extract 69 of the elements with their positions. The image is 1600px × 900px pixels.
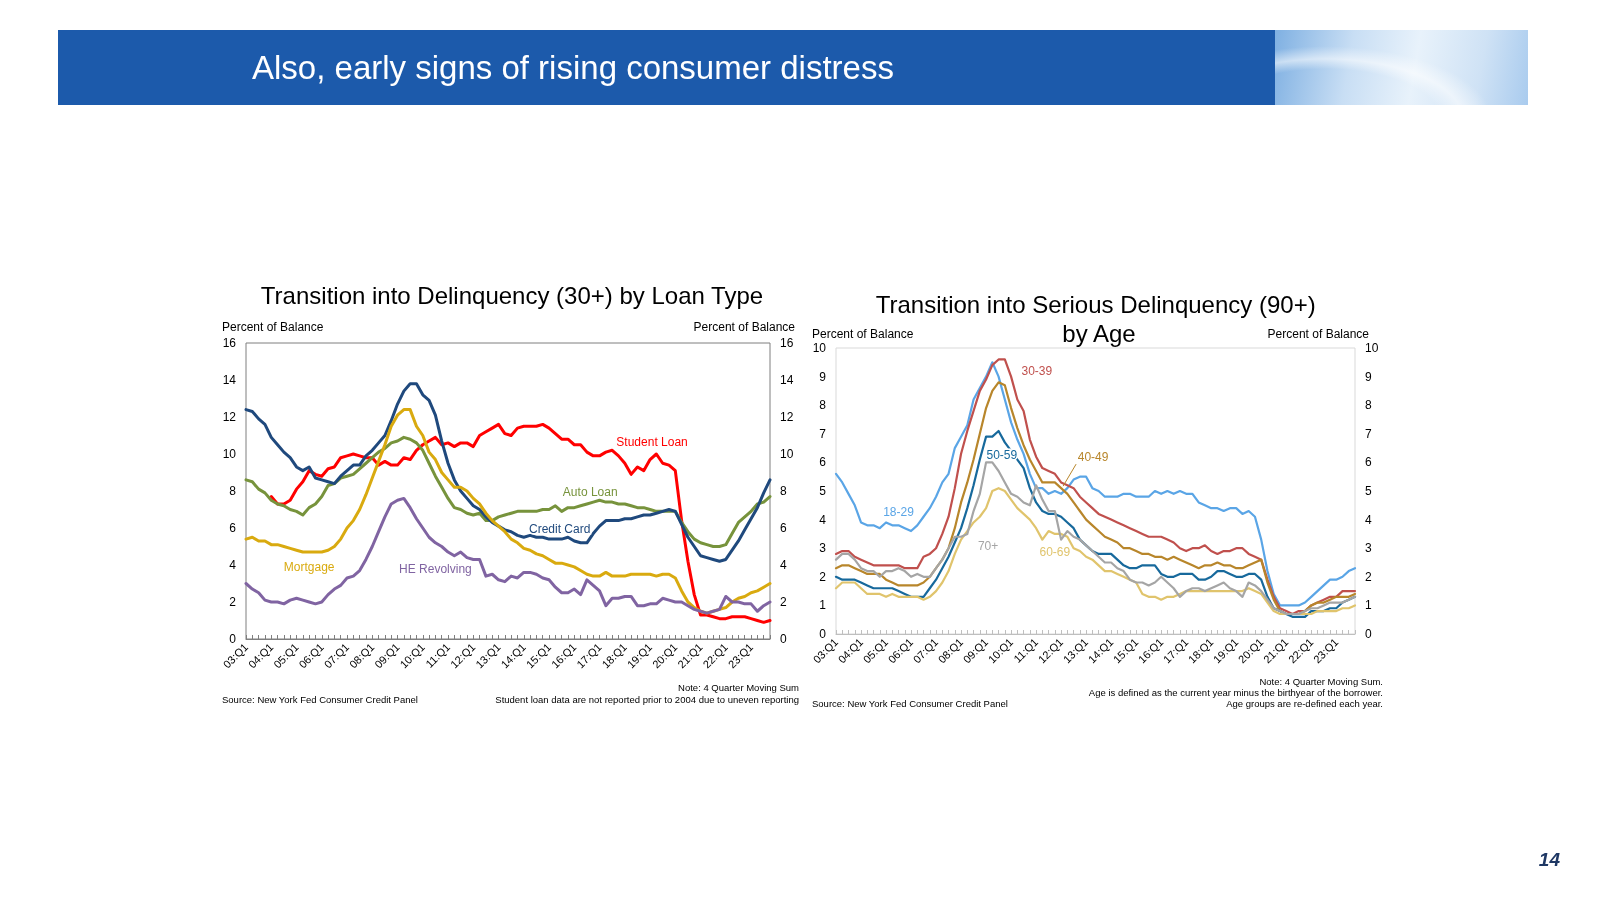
y-tick-label: 0 (229, 632, 237, 646)
series-label: Mortgage (283, 560, 335, 575)
y2-tick-label: 0 (780, 632, 787, 646)
y2-tick-label: 9 (1365, 369, 1372, 384)
y-tick-label: 6 (819, 455, 827, 470)
series-label: 18-29 (883, 505, 915, 520)
y-tick-label: 3 (819, 541, 827, 556)
y2-tick-label: 10 (780, 447, 794, 461)
y2-tick-label: 8 (780, 484, 787, 498)
text: Also, early signs of rising consumer distress (252, 49, 894, 87)
chart-title: Transition into Delinquency (30+) by Loan Type (260, 282, 764, 309)
y-tick-label: 5 (819, 484, 827, 498)
text: Note: 4 Quarter Moving Sum (678, 681, 800, 693)
y2-tick-label: 14 (780, 373, 794, 387)
y2-tick-label: 7 (1365, 426, 1372, 441)
y2-tick-label: 12 (780, 410, 794, 424)
y-axis-title: Percent of Balance (812, 327, 914, 341)
y2-tick-label: 2 (780, 595, 787, 609)
text: 14 (1538, 848, 1560, 871)
y2-axis-title: Percent of Balance (1267, 327, 1370, 341)
y-axis-title: Percent of Balance (222, 320, 324, 334)
y2-tick-label: 3 (1365, 541, 1372, 556)
y-tick-label: 12 (222, 410, 237, 424)
y2-axis-title: Percent of Balance (693, 320, 796, 334)
y2-tick-label: 10 (1365, 341, 1379, 355)
y2-tick-label: 8 (1365, 398, 1372, 413)
text: Age is defined as the current year minus the birthyear of the borrower. (1088, 686, 1383, 698)
y2-tick-label: 1 (1365, 598, 1372, 613)
y2-tick-label: 0 (1365, 627, 1372, 641)
line-series (244, 496, 772, 615)
line-series (244, 435, 772, 548)
y2-tick-label: 4 (780, 558, 787, 572)
y-tick-label: 8 (229, 484, 237, 498)
series-label: 70+ (977, 538, 999, 553)
text: Note: 4 Quarter Moving Sum. (1259, 675, 1383, 687)
text: 40-49 (1077, 450, 1109, 465)
y-tick-label: 2 (819, 569, 827, 584)
series-label: Auto Loan (562, 485, 618, 500)
y-tick-label: 10 (812, 341, 827, 355)
series-label: 30-39 (1021, 364, 1053, 379)
y-tick-label: 7 (819, 426, 827, 441)
text: Age groups are re-defined each year. (1226, 697, 1383, 709)
line-series (244, 382, 772, 563)
y-tick-label: 6 (229, 521, 237, 535)
source-note: Source: New York Fed Consumer Credit Panel (812, 697, 1008, 709)
y2-tick-label: 6 (1365, 455, 1372, 470)
line-series (834, 487, 1357, 616)
series-label: 60-69 (1039, 544, 1071, 559)
y-tick-label: 2 (229, 595, 237, 609)
series-label: Student Loan (616, 434, 688, 449)
line-series (834, 461, 1357, 616)
y-tick-label: 10 (222, 447, 237, 461)
y2-tick-label: 16 (780, 336, 794, 350)
y-tick-label: 4 (819, 512, 827, 527)
y-tick-label: 14 (222, 373, 237, 387)
y2-tick-label: 5 (1365, 484, 1372, 498)
y-tick-label: 4 (229, 558, 237, 572)
y-tick-label: 1 (819, 598, 827, 613)
source-note: Source: New York Fed Consumer Credit Panel (222, 693, 418, 705)
y-tick-label: 16 (222, 336, 237, 350)
y-tick-label: 9 (819, 369, 827, 384)
text: Student loan data are not reported prior to 2004 due to uneven reporting (495, 693, 799, 705)
y2-tick-label: 6 (780, 521, 787, 535)
y2-tick-label: 4 (1365, 512, 1372, 527)
y2-tick-label: 2 (1365, 569, 1372, 584)
series-label: Credit Card (528, 522, 591, 537)
series-label: HE Revolving (399, 561, 472, 576)
y-tick-label: 8 (819, 398, 827, 413)
y-tick-label: 0 (819, 627, 827, 641)
